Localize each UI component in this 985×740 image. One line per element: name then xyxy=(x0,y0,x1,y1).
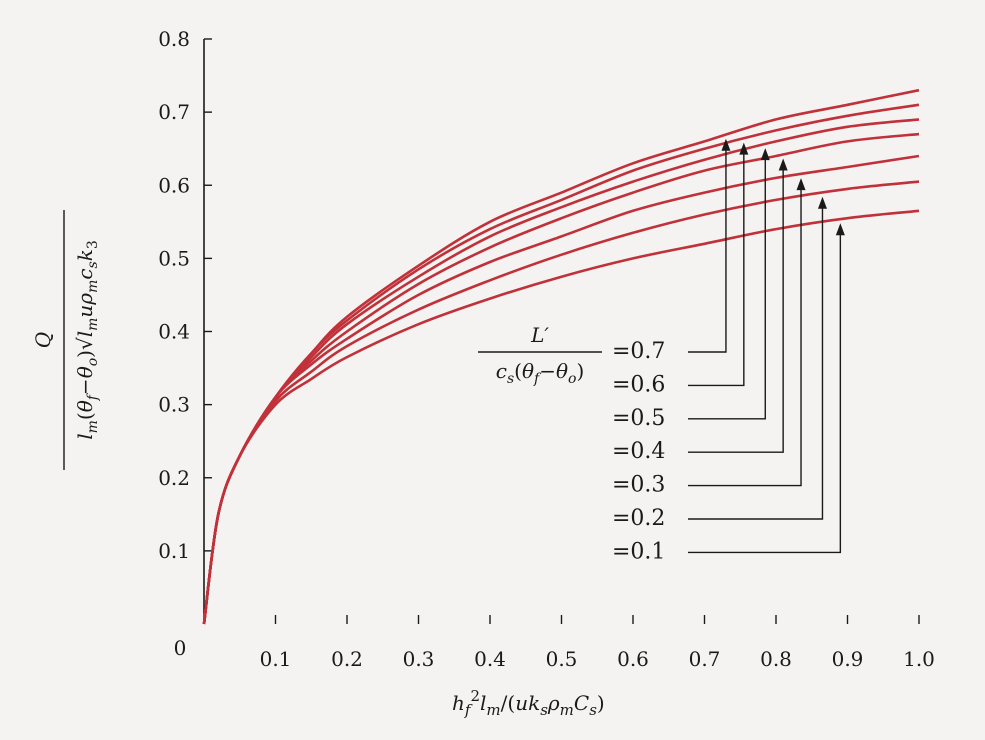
legend-label-1: =0.6 xyxy=(612,372,665,397)
legend-label-3: =0.4 xyxy=(612,439,665,464)
leader-line-1 xyxy=(688,152,745,387)
y-axis-title: Q lm(θf−θo)√lmuρmcsk3 xyxy=(31,210,101,470)
leader-line-6 xyxy=(688,233,842,554)
legend-label-0: =0.7 xyxy=(612,339,665,364)
origin-label: 0 xyxy=(174,636,187,660)
arrow-3 xyxy=(778,158,788,171)
y-tick-label: 0.7 xyxy=(158,100,190,124)
arrow-1 xyxy=(739,142,749,155)
svg-text:lm(θf−θo)√lmuρmcsk3: lm(θf−θo)√lmuρmcsk3 xyxy=(73,240,101,440)
leader-line-5 xyxy=(688,206,824,520)
y-tick-label: 0.5 xyxy=(158,246,190,270)
leader-line-2 xyxy=(688,158,766,420)
series-lines xyxy=(202,88,920,625)
y-tick-label: 0.3 xyxy=(158,393,190,417)
leader-line-4 xyxy=(688,188,802,487)
series-line-6 xyxy=(202,209,920,625)
x-tick-label: 0.7 xyxy=(689,647,721,671)
x-tick-label: 0.6 xyxy=(617,647,649,671)
series-line-5 xyxy=(202,180,920,625)
arrow-2 xyxy=(760,148,770,161)
legend: =0.7 =0.6 =0.5 =0.4 =0.3 =0.2 =0.1 xyxy=(612,339,665,564)
legend-label-4: =0.3 xyxy=(612,473,665,498)
y-tick-label: 0.2 xyxy=(158,466,190,490)
svg-text:cs(θf−θo): cs(θf−θo) xyxy=(496,359,585,387)
axes xyxy=(203,38,920,624)
leader-line-3 xyxy=(688,168,784,453)
svg-text:Q: Q xyxy=(31,332,55,348)
legend-label-2: =0.5 xyxy=(612,406,665,431)
y-tick-label: 0.1 xyxy=(158,539,190,563)
x-tick-label: 0.5 xyxy=(546,647,578,671)
x-tick-label: 0.8 xyxy=(760,647,792,671)
arrow-0 xyxy=(721,138,731,151)
arrow-5 xyxy=(817,196,827,209)
y-tick-label: 0.4 xyxy=(158,320,190,344)
arrow-6 xyxy=(835,223,845,236)
x-tick-label: 0.4 xyxy=(474,647,506,671)
svg-text:L′: L′ xyxy=(530,323,549,347)
x-tick-labels: 0.1 0.2 0.3 0.4 0.5 0.6 0.7 0.8 0.9 1.0 xyxy=(260,647,935,671)
x-axis-title: hf2lm/(uksρmCs) xyxy=(452,687,605,719)
legend-leaders xyxy=(688,138,845,554)
legend-label-6: =0.1 xyxy=(612,539,665,564)
x-tick-label: 0.2 xyxy=(331,647,363,671)
leader-line-0 xyxy=(688,148,727,353)
x-tick-label: 0.3 xyxy=(403,647,435,671)
legend-label-5: =0.2 xyxy=(612,506,665,531)
x-tick-label: 0.9 xyxy=(832,647,864,671)
arrow-4 xyxy=(796,178,806,191)
y-tick-label: 0.8 xyxy=(158,27,190,51)
y-tick-label: 0.6 xyxy=(158,173,190,197)
x-tick-label: 1.0 xyxy=(903,647,935,671)
y-tick-labels: 0.1 0.2 0.3 0.4 0.5 0.6 0.7 0.8 xyxy=(158,27,190,563)
legend-parameter: L′ cs(θf−θo) xyxy=(478,323,602,387)
series-line-4 xyxy=(202,154,920,625)
x-tick-label: 0.1 xyxy=(260,647,292,671)
